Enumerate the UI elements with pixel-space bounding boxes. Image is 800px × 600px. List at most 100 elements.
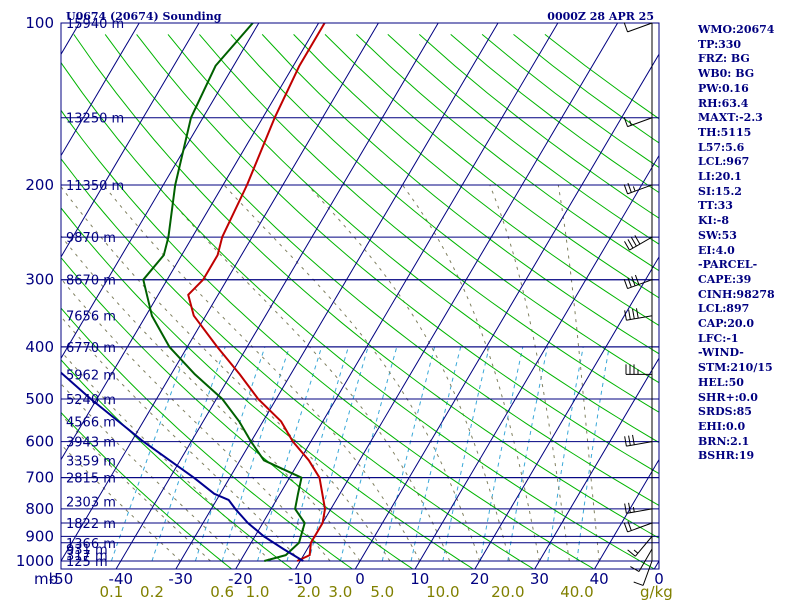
wind-barb — [627, 536, 653, 557]
wind-barb — [624, 308, 653, 321]
mixing-ratio-unit-label: g/kg — [640, 583, 673, 600]
wind-barb-flag — [627, 277, 632, 288]
isotherm-line — [175, 23, 499, 569]
moist-adiabat-line — [61, 383, 241, 562]
temperature-tick-label: -10 — [288, 570, 313, 588]
sounding-index-item: LI:20.1 — [698, 170, 742, 184]
sounding-index-item: RH:63.4 — [698, 96, 749, 110]
sounding-index-item: CAPE:39 — [698, 272, 752, 286]
wind-barb-staff — [642, 560, 653, 586]
wind-barb — [623, 117, 653, 128]
dry-adiabat-line — [61, 256, 414, 569]
height-tick-label: 3359 m — [66, 454, 116, 469]
wind-barb — [624, 235, 653, 251]
dry-adiabat-line — [356, 34, 659, 272]
height-tick-label: 3943 m — [66, 436, 116, 451]
wind-barb-flag — [627, 182, 632, 193]
isotherm-line — [115, 23, 439, 569]
height-tick-label: 13250 m — [66, 112, 124, 127]
chart-subtitle: 0000Z 28 APR 25 — [547, 10, 654, 23]
dry-adiabat-line — [61, 307, 354, 569]
mixing-ratio-tick-label: 3.0 — [328, 583, 352, 600]
wind-barb-flag — [624, 310, 627, 321]
sounding-index-item: CAP:20.0 — [698, 317, 755, 331]
wind-barb-flag — [628, 309, 631, 320]
dry-adiabat-line — [73, 34, 659, 539]
isotherm-line — [61, 23, 320, 461]
height-tick-label: 125 m — [66, 555, 108, 570]
temperature-profile-line — [187, 23, 326, 562]
sounding-index-item: KI:-8 — [698, 214, 729, 228]
wind-barb-staff — [627, 117, 653, 128]
sounding-index-item: LFC:-1 — [698, 331, 739, 345]
isotherm-line — [235, 23, 559, 569]
wind-barb-flag — [630, 566, 640, 572]
wind-barb — [625, 364, 652, 375]
temperature-tick-label: -40 — [109, 570, 134, 588]
wind-barb-flag — [630, 237, 637, 247]
temperature-tick-label: 30 — [530, 570, 549, 588]
wind-barb-staff — [627, 279, 653, 290]
wind-barb-flag — [627, 520, 632, 531]
sounding-indices-list: WMO:20674 TP:330 FRZ: BG WB0: BG PW:0.16 RH:6… — [698, 23, 775, 464]
moist-adiabat-line — [61, 235, 361, 562]
parcel-profile-line — [61, 371, 304, 562]
height-tick-label: 7656 m — [66, 310, 116, 325]
isotherm-line — [474, 255, 659, 569]
wind-barb-flag — [623, 184, 629, 195]
mixing-ratio-tick-label: 1.0 — [246, 583, 270, 600]
height-tick-label: 5962 m — [66, 368, 116, 383]
dry-adiabat-line — [136, 34, 659, 475]
dewpoint-profile-line — [142, 23, 306, 562]
pressure-tick-label: 300 — [25, 271, 54, 289]
sounding-index-item: EI:4.0 — [698, 243, 735, 257]
wind-barb-flag — [634, 274, 640, 285]
sounding-index-item: SRDS:85 — [698, 405, 752, 419]
sounding-index-item: FRZ: BG — [698, 52, 750, 66]
dry-adiabat-line — [230, 34, 659, 384]
wind-barb-flag — [628, 502, 631, 513]
wind-barb-flag — [632, 506, 635, 513]
wind-barb-flag — [624, 241, 630, 251]
moist-adiabat-line — [307, 184, 510, 562]
wind-barb-flag — [627, 549, 636, 557]
sounding-index-item: -PARCEL- — [698, 258, 758, 272]
isotherm-line — [294, 23, 619, 569]
wind-barb-staff — [638, 548, 653, 572]
dry-adiabat-line — [324, 34, 659, 299]
moist-adiabat-line — [61, 443, 181, 562]
wind-barb-flag — [632, 434, 635, 445]
sounding-index-item: CINH:98278 — [698, 287, 775, 301]
wind-barb — [633, 560, 653, 586]
isotherm-line — [61, 23, 380, 562]
wind-barb — [624, 502, 653, 514]
isotherm-line — [61, 23, 140, 157]
isotherm-line — [593, 458, 659, 569]
moist-adiabat-line — [557, 184, 600, 562]
pressure-tick-label: 800 — [25, 500, 54, 518]
mixing-ratio-tick-label: 0.1 — [99, 583, 123, 600]
plot-frame — [60, 22, 660, 570]
wind-barb — [623, 22, 653, 33]
wind-barb — [630, 548, 653, 572]
temperature-tick-label: -50 — [49, 570, 74, 588]
height-tick-label: 317 m — [66, 549, 108, 564]
sounding-index-item: -WIND- — [698, 346, 744, 360]
sounding-index-item: HEL:50 — [698, 375, 744, 389]
wind-barb — [624, 434, 653, 447]
dry-adiabat-line — [199, 34, 659, 413]
wind-barb-flag — [623, 522, 629, 533]
wind-barb-flag — [635, 308, 639, 319]
sounding-index-item: PW:0.16 — [698, 81, 749, 95]
sounding-index-item: TT:33 — [698, 199, 733, 213]
wind-barb-flag — [623, 279, 629, 289]
wind-barb-flag — [627, 239, 634, 249]
dry-adiabat-line — [61, 61, 656, 569]
height-tick-label: 8670 m — [66, 274, 116, 289]
temperature-tick-label: 40 — [590, 570, 609, 588]
height-tick-label: 2815 m — [66, 472, 116, 487]
wind-barb-flag — [633, 581, 644, 586]
wind-barb — [623, 182, 653, 195]
sounding-index-item: LCL:897 — [698, 302, 750, 316]
